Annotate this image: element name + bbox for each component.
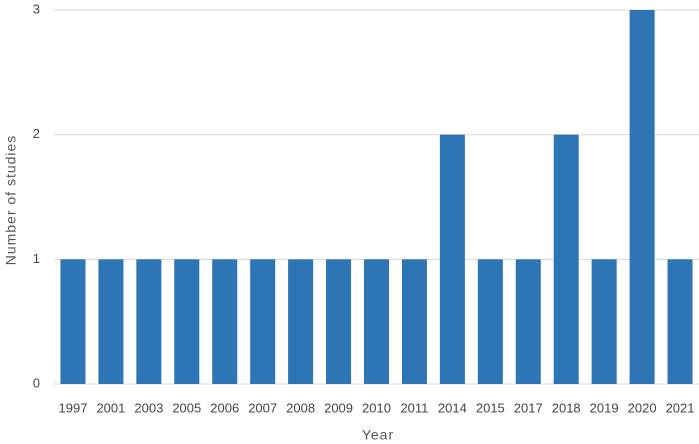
bar: [136, 259, 162, 384]
bar: [667, 259, 693, 384]
bar: [174, 259, 200, 384]
x-tick-label: 2021: [666, 400, 695, 415]
bar: [60, 259, 86, 384]
x-tick-label: 2001: [96, 400, 125, 415]
x-tick-label: 2003: [134, 400, 163, 415]
bar: [326, 259, 352, 384]
bar: [98, 259, 124, 384]
x-tick-label: 2017: [514, 400, 543, 415]
y-tick-label: 0: [33, 375, 40, 390]
x-tick-label: 2019: [590, 400, 619, 415]
bar: [288, 259, 314, 384]
bar: [629, 10, 655, 384]
x-tick-label: 1997: [59, 400, 88, 415]
x-tick-label: 2009: [324, 400, 353, 415]
bar: [591, 259, 617, 384]
bar: [401, 259, 427, 384]
bar: [553, 134, 579, 384]
bar: [477, 259, 503, 384]
y-tick-label: 2: [33, 126, 40, 141]
x-tick-label: 2007: [248, 400, 277, 415]
x-tick-label: 2014: [438, 400, 467, 415]
y-tick-label: 1: [33, 251, 40, 266]
x-tick-label: 2005: [172, 400, 201, 415]
x-tick-label: 2015: [476, 400, 505, 415]
x-axis-title: Year: [362, 427, 394, 443]
y-axis-title: Number of studies: [3, 135, 19, 266]
x-tick-label: 2011: [400, 400, 428, 415]
y-tick-label: 3: [33, 1, 40, 16]
x-tick-label: 2018: [552, 400, 581, 415]
x-tick-label: 2010: [362, 400, 391, 415]
x-tick-label: 2008: [286, 400, 315, 415]
bar: [250, 259, 276, 384]
bar: [212, 259, 238, 384]
x-tick-label: 2006: [210, 400, 239, 415]
x-tick-label: 2020: [628, 400, 657, 415]
bar: [515, 259, 541, 384]
bar: [363, 259, 390, 384]
bar: [439, 134, 465, 384]
